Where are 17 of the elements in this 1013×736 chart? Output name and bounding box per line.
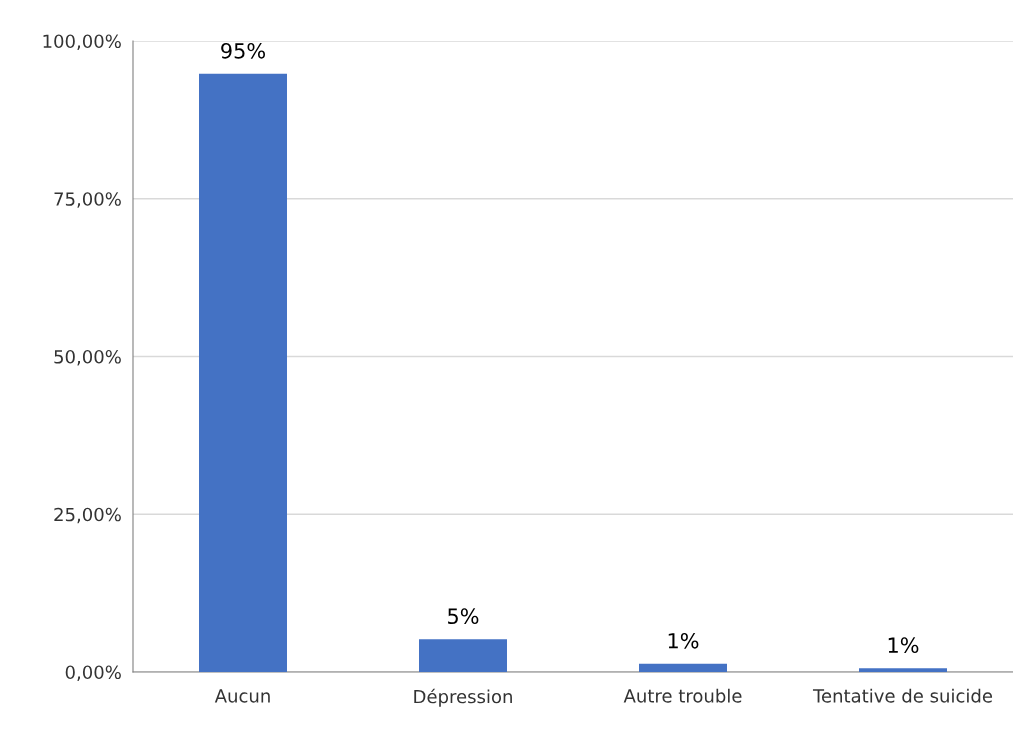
y-tick-label: 75,00%: [54, 192, 121, 208]
bar: [199, 73, 287, 672]
x-tick-label: Aucun: [214, 689, 270, 703]
x-tick-label: Dépression: [414, 688, 512, 707]
y-tick-label: 25,00%: [54, 507, 121, 524]
data-label: 1%: [888, 637, 919, 654]
x-tick-label: Tentative de suicide: [812, 688, 993, 703]
bar: [859, 668, 947, 672]
y-tick-label: 100,00%: [43, 34, 121, 50]
y-tick-label: 0,00%: [65, 665, 121, 681]
data-label: 95%: [221, 42, 265, 59]
data-label: 5%: [448, 608, 479, 625]
y-tick-label: 50,00%: [54, 349, 121, 366]
bar: [639, 663, 727, 672]
x-tick-label: Autre trouble: [623, 688, 742, 703]
bar: [419, 639, 507, 672]
data-label: 1%: [668, 632, 699, 649]
